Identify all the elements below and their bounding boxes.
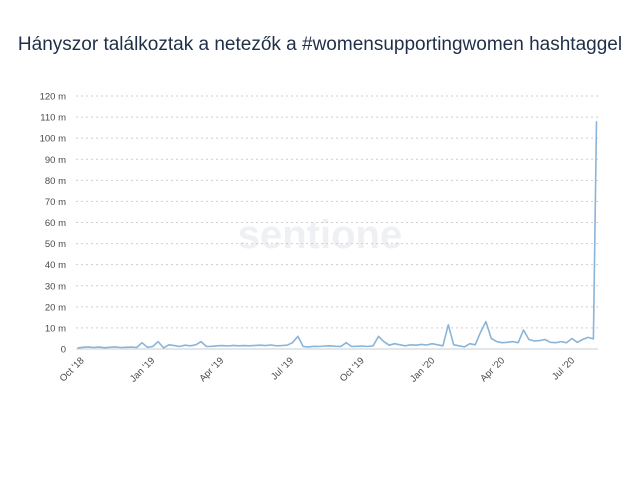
- y-axis-ticks: 0 10 m 20 m 30 m 40 m 50 m 60 m 70 m 80 m 90 m 100…: [40, 92, 66, 356]
- x-tick-label: Apr '20: [478, 355, 507, 384]
- x-tick-label: Apr '19: [197, 355, 226, 384]
- x-tick-label: Oct '18: [58, 355, 87, 384]
- y-tick-label: 100 m: [40, 134, 66, 145]
- y-tick-label: 120 m: [40, 92, 66, 103]
- y-tick-label: 90 m: [45, 155, 66, 166]
- y-tick-label: 10 m: [45, 323, 66, 334]
- x-tick-label: Jul '20: [550, 355, 577, 382]
- watermark-text: sentione: [238, 213, 402, 257]
- x-tick-label: Jan '19: [128, 355, 157, 384]
- y-tick-label: 110 m: [40, 113, 66, 124]
- y-tick-label: 60 m: [45, 218, 66, 229]
- y-tick-label: 0: [61, 345, 66, 356]
- watermark-layer: sentione: [238, 213, 402, 257]
- y-tick-label: 50 m: [45, 239, 66, 250]
- grid-layer: [76, 95, 598, 350]
- y-tick-label: 30 m: [45, 281, 66, 292]
- y-tick-label: 70 m: [45, 197, 66, 208]
- y-tick-label: 80 m: [45, 176, 66, 187]
- chart-title: Hányszor találkoztak a netezők a #womens…: [17, 34, 623, 55]
- series-layer: [77, 121, 598, 349]
- series-line: [77, 121, 598, 349]
- x-tick-label: Jul '19: [269, 355, 296, 382]
- x-tick-label: Oct '19: [338, 355, 367, 384]
- y-tick-label: 40 m: [45, 260, 66, 271]
- x-tick-label: Jan '20: [408, 355, 437, 384]
- x-axis-ticks: Oct '18 Jan '19 Apr '19 Jul '19 Oct '19 Jan '…: [58, 355, 577, 384]
- y-tick-label: 20 m: [45, 302, 66, 313]
